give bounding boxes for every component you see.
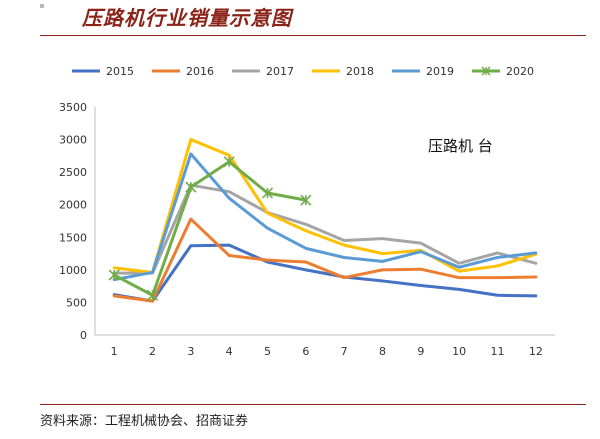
- x-tick-label: 2: [149, 345, 156, 358]
- y-tick-label: 0: [80, 329, 87, 342]
- x-tick-label: 11: [491, 345, 505, 358]
- legend-label-2015: 2015: [106, 65, 134, 78]
- series-line-2018: [112, 138, 538, 274]
- y-tick-label: 3000: [59, 134, 87, 147]
- x-tick-label: 10: [452, 345, 466, 358]
- legend-label-2020: 2020: [506, 65, 534, 78]
- x-tick-label: 12: [529, 345, 543, 358]
- x-tick-label: 9: [417, 345, 424, 358]
- legend-label-2018: 2018: [346, 65, 374, 78]
- x-tick-label: 8: [379, 345, 386, 358]
- source-note: 资料来源：工程机械协会、招商证券: [40, 414, 249, 429]
- header-dot: [40, 4, 44, 8]
- chart-page-title: 压路机行业销量示意图: [82, 6, 292, 30]
- y-tick-label: 1000: [59, 264, 87, 277]
- chart-container: 0 500 1000 1500 2000 2500 3000 3500 1 2 3 4 5 6 7 8 9 10 1…: [0, 45, 600, 400]
- y-tick-label: 2000: [59, 199, 87, 212]
- legend-label-2016: 2016: [186, 65, 214, 78]
- x-tick-label: 4: [226, 345, 233, 358]
- series-line-2019: [112, 152, 538, 282]
- x-tick-label: 3: [187, 345, 194, 358]
- footer-divider: [40, 404, 586, 405]
- x-tick-label: 5: [264, 345, 271, 358]
- series-line-2015: [112, 243, 538, 303]
- series-line-2020: [112, 160, 308, 297]
- report-header: 压路机行业销量示意图: [0, 0, 600, 38]
- y-tick-label: 500: [66, 296, 87, 309]
- header-divider: [40, 35, 586, 36]
- x-tick-label: 7: [341, 345, 348, 358]
- legend-label-2019: 2019: [426, 65, 454, 78]
- series-line-2017: [112, 183, 538, 275]
- x-tick-label: 1: [111, 345, 118, 358]
- y-tick-label: 1500: [59, 231, 87, 244]
- y-tick-label: 2500: [59, 166, 87, 179]
- series-line-2016: [112, 217, 538, 303]
- y-tick-label: 3500: [59, 101, 87, 114]
- x-tick-label: 6: [302, 345, 309, 358]
- legend-label-2017: 2017: [266, 65, 294, 78]
- chart-annotation: 压路机 台: [428, 137, 493, 155]
